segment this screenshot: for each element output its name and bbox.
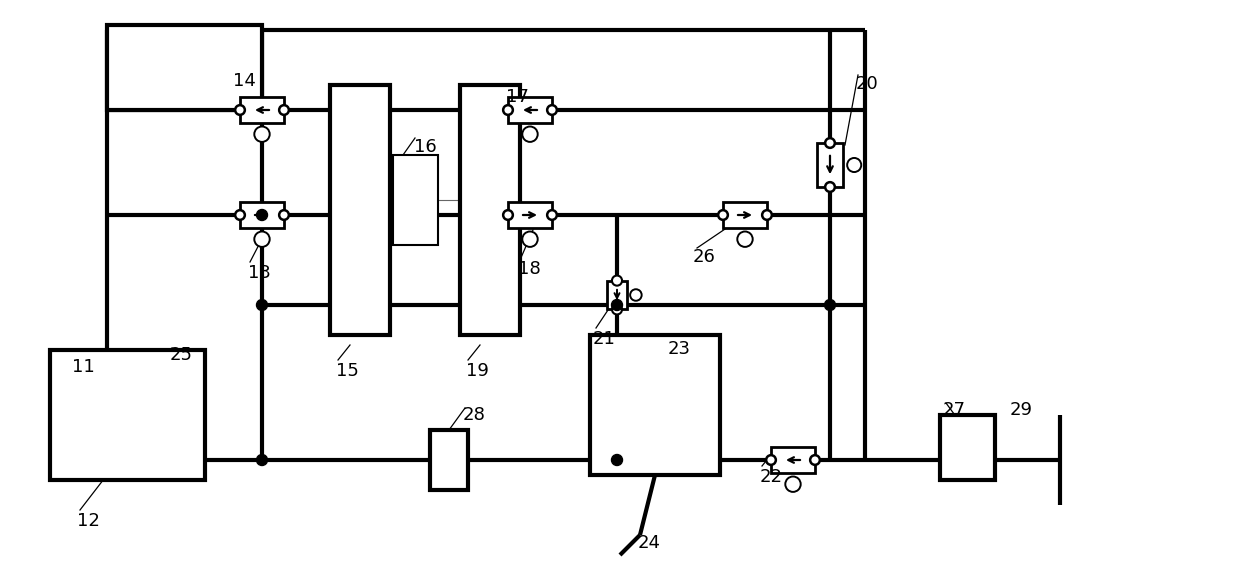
Bar — [608, 280, 627, 310]
Circle shape — [613, 275, 622, 285]
Circle shape — [279, 210, 289, 220]
Circle shape — [522, 231, 538, 247]
Text: 15: 15 — [336, 362, 358, 380]
Circle shape — [738, 231, 753, 247]
Circle shape — [254, 127, 270, 142]
Circle shape — [503, 105, 513, 115]
Bar — [508, 202, 552, 228]
Circle shape — [630, 289, 641, 301]
Text: 20: 20 — [856, 75, 879, 93]
Bar — [817, 143, 843, 187]
Text: 17: 17 — [506, 88, 529, 106]
Bar — [107, 25, 262, 110]
Text: 26: 26 — [693, 248, 715, 266]
Circle shape — [257, 209, 268, 221]
Bar — [723, 202, 768, 228]
Circle shape — [547, 210, 557, 220]
Bar — [940, 415, 994, 480]
Text: 24: 24 — [639, 534, 661, 552]
Text: 27: 27 — [942, 401, 966, 419]
Text: 29: 29 — [1011, 401, 1033, 419]
Bar — [241, 202, 284, 228]
Circle shape — [236, 210, 244, 220]
Bar — [430, 430, 467, 490]
Circle shape — [257, 454, 268, 466]
Circle shape — [847, 158, 862, 172]
Circle shape — [825, 138, 835, 148]
Text: 21: 21 — [593, 330, 616, 348]
Circle shape — [254, 231, 270, 247]
Text: 16: 16 — [414, 138, 436, 156]
Circle shape — [522, 127, 538, 142]
Circle shape — [236, 105, 244, 115]
Circle shape — [718, 210, 728, 220]
Circle shape — [766, 455, 776, 465]
Text: 11: 11 — [72, 358, 94, 376]
Bar — [393, 155, 438, 245]
Bar — [771, 447, 815, 473]
Text: 23: 23 — [668, 340, 691, 358]
Text: 13: 13 — [248, 264, 270, 282]
Circle shape — [611, 300, 622, 311]
Circle shape — [810, 455, 820, 465]
Circle shape — [825, 300, 836, 311]
Bar — [241, 97, 284, 123]
Text: 28: 28 — [463, 406, 486, 424]
Bar — [508, 97, 552, 123]
Bar — [330, 85, 391, 335]
Circle shape — [611, 454, 622, 466]
Circle shape — [825, 182, 835, 192]
Text: 25: 25 — [170, 346, 193, 364]
Text: 19: 19 — [466, 362, 489, 380]
Circle shape — [503, 210, 513, 220]
Circle shape — [279, 105, 289, 115]
Text: 12: 12 — [77, 512, 100, 530]
Text: 18: 18 — [518, 260, 541, 278]
Circle shape — [785, 476, 801, 492]
Text: 14: 14 — [233, 72, 255, 90]
Circle shape — [613, 305, 622, 315]
Circle shape — [763, 210, 771, 220]
Bar — [460, 85, 520, 335]
Circle shape — [257, 300, 268, 311]
Text: 22: 22 — [760, 468, 782, 486]
Bar — [50, 350, 205, 480]
Bar — [590, 335, 720, 475]
Circle shape — [547, 105, 557, 115]
